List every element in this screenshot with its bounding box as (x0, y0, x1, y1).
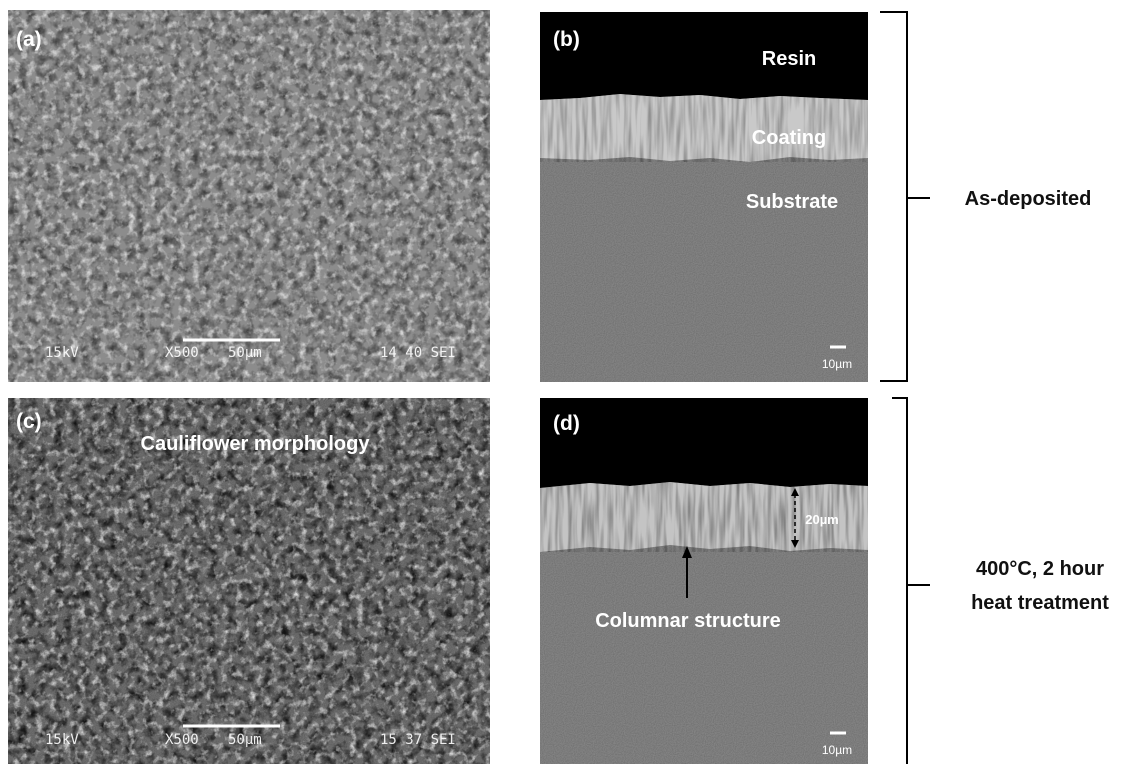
panel-label: (b) (553, 28, 580, 51)
panel-label: (a) (16, 28, 42, 51)
info-bar: 14 40 SEI (380, 345, 456, 361)
annotation: Resin (762, 48, 816, 70)
figure: (a) 15kV X500 50µm 14 40 SEI (b) Resin C… (0, 0, 1134, 764)
info-bar: 15kV (45, 732, 79, 748)
resin (540, 12, 868, 100)
group-label: As-deposited (965, 188, 1092, 210)
annotation: Coating (752, 127, 826, 149)
annotation: Substrate (746, 191, 838, 213)
panel-d (540, 398, 868, 764)
panel-label: (d) (553, 412, 580, 435)
annotation: Cauliflower morphology (141, 433, 371, 455)
group-label: heat treatment (971, 592, 1109, 614)
info-bar: X500 (165, 345, 199, 361)
scale-label: 10µm (822, 743, 852, 757)
panel-label: (c) (16, 410, 42, 433)
thickness-label: 20µm (805, 512, 839, 527)
panel-c: (c) Cauliflower morphology 15kV X500 50µ… (8, 398, 490, 764)
info-bar: 50µm (228, 732, 262, 748)
texture (8, 10, 490, 382)
bracket (880, 12, 930, 381)
info-bar: X500 (165, 732, 199, 748)
scale-label: 10µm (822, 357, 852, 371)
bracket (892, 398, 930, 764)
page: {"panels": [ {"label": "(a)", "info_bar"… (0, 0, 1134, 764)
annotation: Columnar structure (595, 610, 781, 632)
info-bar: 15kV (45, 345, 79, 361)
info-bar: 15 37 SEI (380, 732, 456, 748)
panel-a: (a) 15kV X500 50µm 14 40 SEI (8, 10, 490, 382)
resin (540, 398, 868, 488)
group-label: 400°C, 2 hour (976, 558, 1104, 580)
info-bar: 50µm (228, 345, 262, 361)
